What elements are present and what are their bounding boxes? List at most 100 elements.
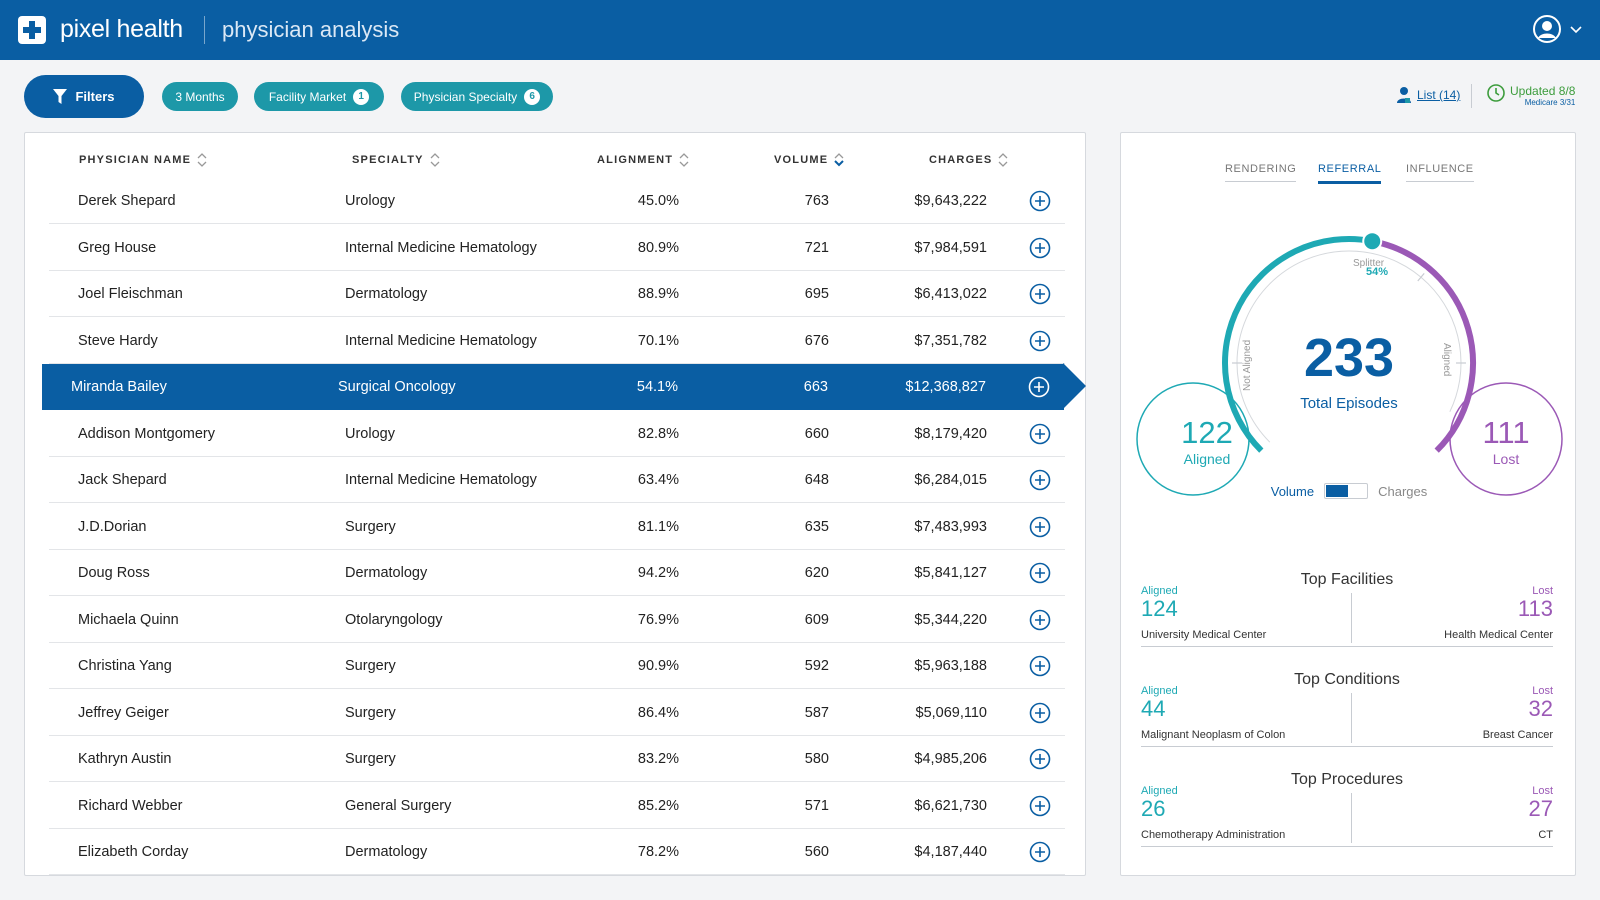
physician-name-cell: Steve Hardy (78, 332, 158, 349)
add-plus-icon[interactable] (1029, 237, 1051, 259)
add-plus-icon[interactable] (1028, 376, 1050, 398)
table-row[interactable]: J.D.Dorian Surgery 81.1% 635 $7,483,993 (49, 504, 1065, 550)
volume-cell: 587 (804, 704, 829, 721)
filter-chip-months[interactable]: 3 Months (162, 82, 238, 111)
top-procedures-section: Top Procedures Aligned 26 Chemotherapy A… (1141, 771, 1553, 863)
chevron-down-icon[interactable] (1570, 24, 1582, 34)
table-row[interactable]: Christina Yang Surgery 90.9% 592 $5,963,188 (49, 643, 1065, 689)
add-plus-icon[interactable] (1029, 423, 1051, 445)
physician-name-cell: Joel Fleischman (78, 286, 183, 302)
alignment-cell: 63.4% (637, 472, 679, 488)
physician-name-cell: Addison Montgomery (78, 425, 216, 442)
lost-arc (1375, 239, 1476, 453)
physician-name-cell: Miranda Bailey (71, 379, 167, 395)
specialty-cell: Internal Medicine Hematology (345, 239, 537, 256)
add-plus-icon[interactable] (1029, 562, 1051, 584)
table-row[interactable]: Greg House Internal Medicine Hematology 80… (49, 225, 1065, 271)
add-plus-icon[interactable] (1029, 748, 1051, 770)
toggle-volume-label[interactable]: Volume (1270, 483, 1315, 499)
updated-status: Updated 8/8 Medicare 3/31 (1487, 84, 1575, 107)
physician-name-cell: Derek Shepard (78, 193, 176, 209)
specialty-cell: Dermatology (345, 565, 428, 581)
add-plus-icon[interactable] (1029, 516, 1051, 538)
volume-cell: 660 (804, 425, 829, 442)
table-row[interactable]: Jeffrey Geiger Surgery 86.4% 587 $5,069,110 (49, 690, 1065, 736)
add-plus-icon[interactable] (1029, 841, 1051, 863)
specialty-cell: Surgery (345, 658, 396, 674)
volume-cell: 620 (804, 565, 829, 581)
add-plus-icon[interactable] (1029, 469, 1051, 491)
aligned-value: 122 (1181, 415, 1233, 450)
volume-cell: 592 (804, 658, 829, 674)
volume-charges-toggle[interactable] (1324, 483, 1369, 499)
add-plus-icon[interactable] (1029, 609, 1051, 631)
app-title: physician analysis (222, 17, 400, 42)
logo-cross-icon (18, 16, 46, 44)
add-plus-icon[interactable] (1029, 795, 1051, 817)
table-row[interactable]: Addison Montgomery Urology 82.8% 660 $8,179,… (49, 411, 1065, 457)
physician-name-cell: Jeffrey Geiger (78, 704, 169, 721)
table-row[interactable]: Michaela Quinn Otolaryngology 76.9% 609 $5,3… (49, 597, 1065, 643)
filter-chip-physician-specialty[interactable]: Physician Specialty 6 (401, 82, 553, 111)
table-row[interactable]: Derek Shepard Urology 45.0% 763 $9,643,222 (49, 178, 1065, 224)
updated-sublabel: Medicare 3/31 (1524, 98, 1576, 107)
column-header-charges[interactable]: CHARGES (929, 153, 1008, 167)
column-header-volume[interactable]: VOLUME (774, 153, 844, 167)
tab-influence[interactable]: INFLUENCE (1406, 163, 1474, 182)
volume-cell: 648 (804, 472, 829, 488)
table-row[interactable]: Jack Shepard Internal Medicine Hematology… (49, 457, 1065, 503)
filter-chip-facility-market[interactable]: Facility Market 1 (254, 82, 384, 111)
volume-cell: 695 (804, 286, 829, 302)
column-header-specialty[interactable]: SPECIALTY (352, 153, 440, 167)
toggle-charges-label[interactable]: Charges (1378, 483, 1428, 499)
add-plus-icon[interactable] (1029, 190, 1051, 212)
chip-label: 3 Months (175, 89, 225, 104)
lost-label: Lost (1492, 451, 1520, 467)
charges-cell: $6,284,015 (914, 472, 987, 488)
lost-label: Lost (1532, 685, 1553, 697)
volume-cell: 721 (804, 239, 829, 256)
filters-button[interactable]: Filters (24, 75, 144, 118)
aligned-label: Aligned (1183, 451, 1231, 467)
arc-aligned-label: Aligned (1441, 343, 1452, 376)
toggle-knob (1326, 485, 1349, 497)
tab-rendering[interactable]: RENDERING (1225, 163, 1297, 182)
specialty-cell: General Surgery (345, 797, 452, 814)
charges-cell: $5,841,127 (914, 565, 987, 581)
updated-label: Updated 8/8 (1510, 84, 1576, 98)
top-facilities-section: Top Facilities Aligned 124 University Me… (1141, 571, 1553, 663)
table-row[interactable]: Steve Hardy Internal Medicine Hematology 7… (49, 318, 1065, 364)
table-row[interactable]: Elizabeth Corday Dermatology 78.2% 560 $4,18… (49, 829, 1065, 875)
volume-cell: 763 (804, 193, 829, 209)
user-avatar-icon[interactable] (1532, 14, 1562, 44)
total-episodes-label: Total Episodes (1300, 395, 1398, 412)
alignment-cell: 83.2% (637, 751, 679, 767)
list-link[interactable]: List (14) (1396, 86, 1460, 104)
add-plus-icon[interactable] (1029, 702, 1051, 724)
aligned-label: Aligned (1141, 785, 1178, 797)
splitter-handle[interactable] (1362, 231, 1383, 252)
add-plus-icon[interactable] (1029, 655, 1051, 677)
top-bar: pixel health physician analysis (0, 0, 1600, 60)
charges-cell: $5,963,188 (914, 658, 987, 674)
column-header-alignment[interactable]: ALIGNMENT (597, 153, 689, 167)
table-row[interactable]: Richard Webber General Surgery 85.2% 571 $6,… (49, 783, 1065, 829)
table-row[interactable]: Doug Ross Dermatology 94.2% 620 $5,841,127 (49, 550, 1065, 596)
add-plus-icon[interactable] (1029, 330, 1051, 352)
physician-list-icon (1397, 87, 1411, 103)
tab-referral[interactable]: REFERRAL (1318, 163, 1382, 184)
table-row[interactable]: Kathryn Austin Surgery 83.2% 580 $4,985,206 (49, 736, 1065, 782)
splitter-label: Splitter (1353, 258, 1385, 269)
arc-not-aligned-label: Not Aligned (1242, 340, 1253, 391)
add-plus-icon[interactable] (1029, 283, 1051, 305)
table-row[interactable]: Miranda Bailey Surgical Oncology 54.1% 663 $… (42, 364, 1064, 410)
filters-button-label: Filters (75, 89, 115, 104)
chip-count-badge: 1 (353, 88, 370, 105)
table-row[interactable]: Joel Fleischman Dermatology 88.9% 695 $6,413… (49, 271, 1065, 317)
sort-icon (679, 153, 689, 167)
alignment-cell: 90.9% (637, 658, 679, 674)
charges-cell: $7,351,782 (914, 332, 987, 349)
physician-name-cell: Doug Ross (78, 565, 150, 581)
lost-value: 111 (1482, 415, 1530, 450)
column-header-physician-name[interactable]: PHYSICIAN NAME (79, 153, 207, 167)
